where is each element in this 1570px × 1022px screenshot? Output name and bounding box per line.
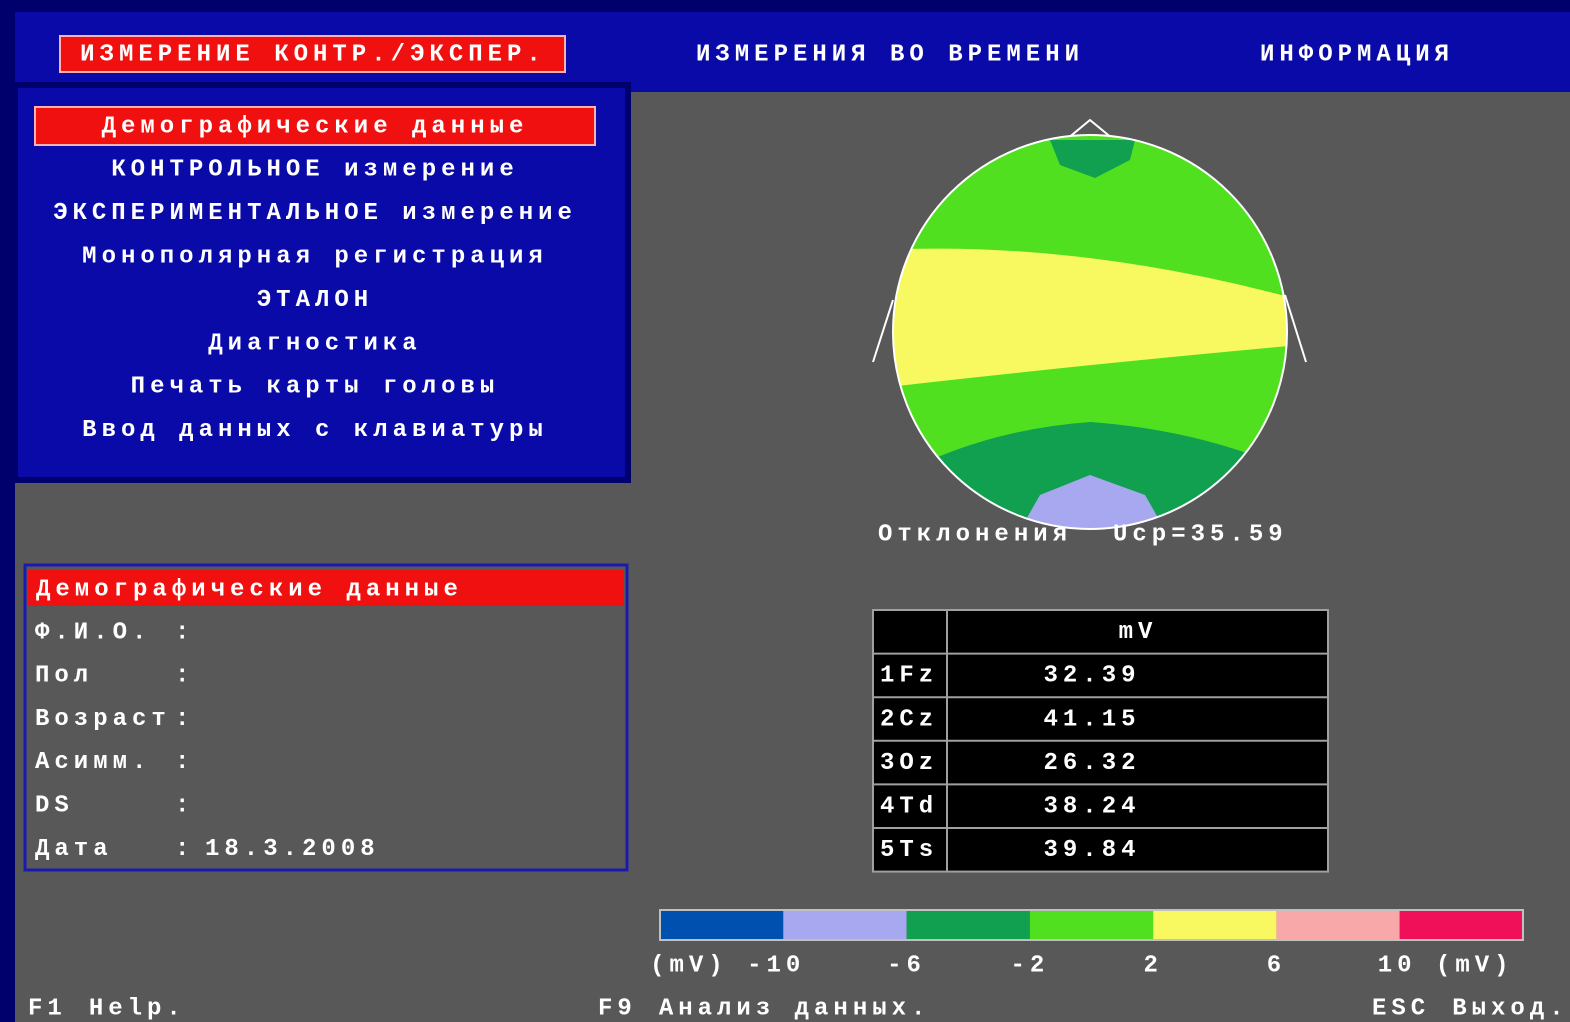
table-header: mV [1119,619,1158,646]
field-label: Ф.И.О. [35,619,151,646]
channel-value: 39.84 [1043,837,1140,864]
map-mean: Ucp=35.59 [1113,521,1288,548]
zone-lavender [1020,475,1165,529]
footer-key[interactable]: F1 [28,995,67,1022]
channel-value: 38.24 [1043,794,1140,821]
side-menu-panel [12,82,631,483]
zone-dark-green-top [1050,140,1135,178]
scale-swatch [906,910,1030,940]
menu-highlight [34,106,596,146]
channel-value: 32.39 [1043,663,1140,690]
scale-label: 10 (mV) [1378,952,1514,979]
side-menu-item[interactable]: Монополярная регистрация [82,244,548,271]
demographics-header [28,570,624,606]
scale-swatch [660,910,784,940]
side-menu-item[interactable]: Диагностика [208,330,421,357]
field-separator: : [175,749,194,776]
scale-border [659,909,1524,941]
scale-label: 6 [1267,952,1286,979]
field-label: Асимм. [35,749,151,776]
demographics-title: Демографические данные [36,576,463,603]
footer-text: Анализ данных. [659,995,931,1022]
field-separator: : [175,619,194,646]
menu-highlight [59,35,566,73]
field-label: Дата [35,836,113,863]
field-separator: : [175,793,194,820]
field-separator: : [175,663,194,690]
field-label: DS [35,793,74,820]
side-menu-item: ЭКСПЕРИМЕНТАЛЬНОЕ измерение [53,200,577,227]
channel-name: 3Oz [880,750,938,777]
zone-yellow [893,248,1287,388]
scale-swatch [783,910,907,940]
field-separator: : [175,836,194,863]
footer-key[interactable]: ESC [1372,995,1430,1022]
scale-swatch [1399,910,1523,940]
scale-swatch [1153,910,1277,940]
top-menu: ИЗМЕРЕНИЕ КОНТР./ЭКСПЕР. ИЗМЕРЕНИЯ ВО ВРЕ… [59,35,1454,73]
scale-swatch [1029,910,1154,940]
side-menu-item[interactable]: Демографические данные [102,113,529,140]
top-menu-item[interactable]: ИНФОРМАЦИЯ [1260,41,1454,68]
field-label: Пол [35,663,93,690]
top-menu-item[interactable]: ИЗМЕРЕНИЕ КОНТР./ЭКСПЕР. [80,41,546,68]
footer: F1 Help. F9 Анализ данных. ESC Выход. [28,995,1568,1022]
scale-label: 2 [1143,952,1162,979]
top-menu-item[interactable]: ИЗМЕРЕНИЯ ВО ВРЕМЕНИ [696,41,1084,68]
values-table: mV 1Fz 32.39 2Cz 41.15 3Oz 26.32 4Td 38.24 5Ts 39.… [872,609,1329,873]
scale-swatch [1276,910,1400,940]
color-scale: (mV) -10 -6 -2 2 6 10 (mV) [650,909,1524,979]
left-ear [872,299,894,363]
footer-text: Выход. [1452,995,1568,1022]
demographics-panel [23,563,629,872]
side-menu-item[interactable]: ЭТАЛОН [257,287,373,314]
channel-name: 1Fz [880,663,938,690]
right-ear [1284,294,1307,363]
channel-value: 26.32 [1043,750,1140,777]
field-label: Возраст [35,706,171,733]
channel-name: 2Cz [880,706,938,733]
channel-value: 41.15 [1043,706,1140,733]
head-outline [892,134,1288,530]
field-value: 18.3.2008 [205,836,380,863]
top-bar-edge [628,85,1570,92]
scale-label: -6 [887,952,926,979]
field-separator: : [175,706,194,733]
scale-label: (mV) -10 [650,952,805,979]
side-menu-item[interactable]: Ввод данных с клавиатуры [82,417,548,444]
demographics-fields: Ф.И.О.:Пол:Возраст:Асимм.:DS:Дата:18.3.2… [35,619,380,863]
footer-key[interactable]: F9 [598,995,637,1022]
footer-text: Help. [89,995,186,1022]
side-menu: Демографические данные КОНТРОЛЬНОЕ измере… [34,106,596,444]
channel-name: 5Ts [880,837,938,864]
map-caption: Отклонения [878,521,1072,548]
side-menu-item[interactable]: КОНТРОЛЬНОЕ измерение [111,157,518,184]
scale-label: -2 [1010,952,1049,979]
channel-name: 4Td [880,794,938,821]
side-menu-item[interactable]: Печать карты головы [131,374,500,401]
